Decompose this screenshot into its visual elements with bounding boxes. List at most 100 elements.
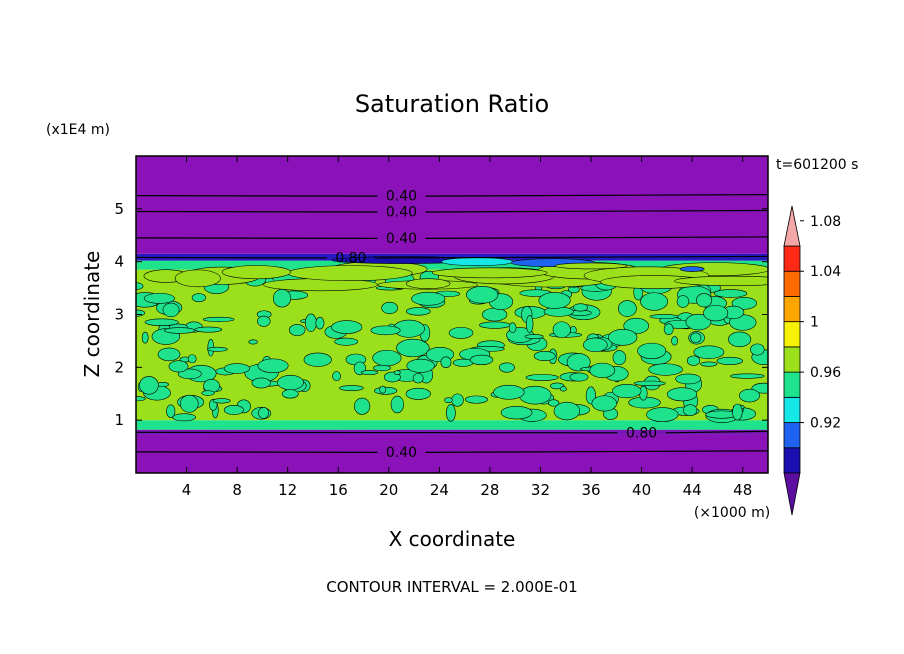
- field-patch: [508, 322, 517, 333]
- field-patch: [524, 334, 544, 340]
- field-patch: [372, 349, 402, 367]
- field-patch: [683, 404, 698, 417]
- field-patch: [583, 337, 608, 353]
- y-tick-label: 5: [114, 200, 124, 218]
- field-patch: [405, 278, 451, 289]
- y-axis: 1 2 3 4 5: [114, 200, 768, 429]
- field-patch: [674, 275, 768, 286]
- field-patch: [360, 370, 379, 375]
- colorbar-top-triangle: [783, 205, 801, 247]
- x-tick-label: 12: [278, 481, 297, 499]
- field-patch: [533, 351, 556, 362]
- colorbar-label: 1: [810, 315, 819, 331]
- field-patch: [648, 363, 683, 376]
- contour-label: 0.40: [386, 231, 417, 247]
- field-patch: [500, 405, 533, 420]
- field-patch: [451, 393, 464, 407]
- contour-lines: 0.400.400.400.800.800.40: [136, 189, 768, 461]
- field-patch: [354, 397, 371, 415]
- field-patch: [617, 300, 637, 317]
- x-tick-label: 20: [379, 481, 398, 499]
- field-patch: [690, 332, 702, 344]
- field-patch: [406, 358, 435, 373]
- field-patch: [739, 388, 761, 403]
- colorbar-bottom-triangle: [783, 472, 801, 516]
- field-patch: [538, 292, 571, 309]
- field-patch: [212, 398, 231, 404]
- field-patch: [191, 293, 207, 303]
- field-patch: [440, 356, 452, 369]
- colorbar-swatch: [783, 346, 801, 373]
- contour-line: [136, 451, 378, 453]
- time-label: t=601200 s: [776, 157, 858, 173]
- field-patch: [685, 313, 712, 331]
- field-band-4: [136, 260, 768, 270]
- field-band-0: [136, 434, 768, 473]
- field-patch: [559, 386, 567, 392]
- field-patch: [469, 354, 494, 366]
- field-patch: [221, 265, 291, 280]
- field-patch: [396, 338, 430, 358]
- field-patch: [331, 320, 363, 334]
- field-patch: [498, 362, 515, 373]
- field-patch: [730, 373, 765, 379]
- field-patch: [591, 395, 617, 412]
- field-patch: [482, 307, 508, 322]
- contour-label: 0.40: [386, 204, 417, 220]
- cloud-top-feature: [679, 266, 705, 272]
- field-patch: [569, 372, 589, 382]
- contour-line: [136, 431, 618, 434]
- field-patch: [251, 377, 271, 389]
- field-patch: [666, 387, 698, 402]
- field-patch: [194, 326, 223, 333]
- field-patch: [143, 292, 175, 304]
- field-patch: [166, 404, 176, 418]
- y-tick-label: 2: [114, 358, 124, 376]
- field-patch: [187, 354, 197, 364]
- x-tick-label: 44: [683, 481, 702, 499]
- x-tick-label: 40: [632, 481, 651, 499]
- field-patch: [381, 301, 399, 314]
- x-tick-label: 36: [581, 481, 600, 499]
- field-patch: [633, 380, 666, 387]
- contour-line: [374, 255, 768, 259]
- field-patch: [144, 318, 179, 326]
- y-tick-label: 4: [114, 253, 124, 271]
- field-patch: [446, 404, 456, 422]
- field-patch: [405, 307, 431, 316]
- field-patch: [612, 383, 642, 399]
- x-tick-label: 28: [480, 481, 499, 499]
- colorbar-swatch: [783, 296, 801, 323]
- x-tick-label: 8: [232, 481, 242, 499]
- x-tick-label: 16: [329, 481, 348, 499]
- field-patch: [141, 331, 149, 344]
- field-patch: [700, 361, 718, 367]
- contour-line: [425, 194, 768, 197]
- field-patch: [370, 325, 401, 336]
- contour-interval-label: CONTOUR INTERVAL = 2.000E-01: [326, 578, 577, 596]
- colorbar-label: 1.04: [810, 264, 841, 280]
- field-patch: [411, 291, 446, 306]
- colorbar-swatch: [783, 371, 801, 398]
- field-patch: [206, 346, 228, 352]
- field-patch: [608, 329, 638, 346]
- y-tick-label: 3: [114, 306, 124, 324]
- field-pattern: [136, 256, 768, 423]
- field-patch: [277, 374, 304, 391]
- field-patch: [334, 337, 359, 346]
- field-patch: [686, 355, 701, 366]
- contour-label: 0.40: [386, 445, 417, 461]
- field-patch: [303, 352, 332, 367]
- field-patch: [547, 399, 560, 407]
- field-patch: [525, 315, 534, 333]
- x-unit-label: (×1000 m): [694, 505, 770, 521]
- field-patch: [202, 316, 235, 322]
- field-patch: [157, 347, 181, 362]
- colorbar-swatch: [783, 245, 801, 272]
- field-patch: [139, 376, 159, 395]
- colorbar-label: 0.92: [810, 416, 841, 432]
- field-patch: [696, 293, 713, 308]
- colorbar-label: 0.96: [810, 365, 841, 381]
- colorbar: 0.92 0.96 1 1.04 1.08: [783, 205, 841, 516]
